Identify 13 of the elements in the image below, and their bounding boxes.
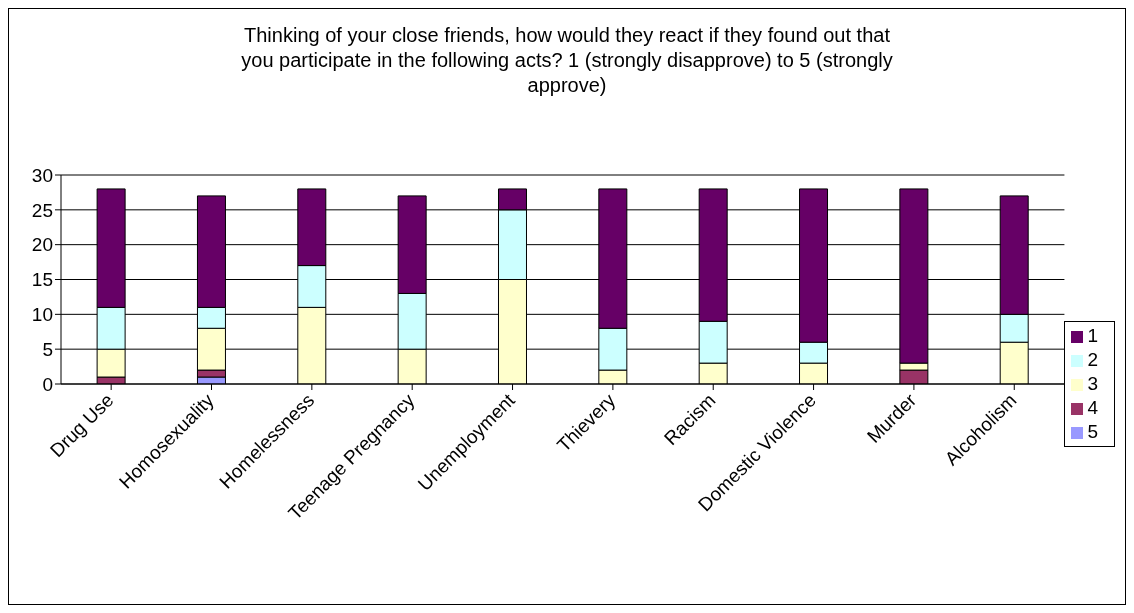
y-tick-label: 15	[31, 269, 53, 291]
legend-label: 4	[1087, 397, 1098, 418]
legend-label: 3	[1087, 373, 1098, 394]
legend-label: 2	[1087, 349, 1098, 370]
y-tick-label: 20	[31, 234, 53, 256]
legend-label: 1	[1087, 325, 1098, 346]
y-tick-label: 5	[42, 338, 53, 360]
y-tick-label: 0	[42, 373, 53, 395]
y-tick-label: 30	[31, 164, 53, 186]
y-tick-label: 25	[31, 199, 53, 221]
legend-label: 5	[1087, 421, 1098, 442]
chart-title: Thinking of your close friends, how would they react if they found out that you participate in the following acts? 1 (strongly disapprove) to 5 (strongly approve)	[240, 23, 894, 98]
y-tick-label: 10	[31, 304, 53, 326]
